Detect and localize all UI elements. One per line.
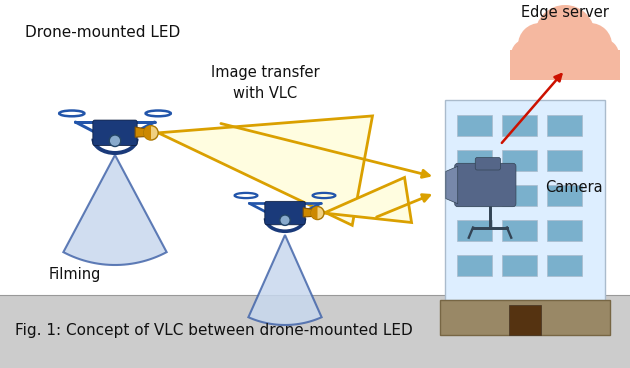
Bar: [445, 100, 605, 300]
Circle shape: [557, 37, 597, 77]
Polygon shape: [158, 116, 372, 225]
Bar: [457, 150, 492, 171]
Circle shape: [280, 215, 290, 225]
Bar: [547, 115, 582, 136]
Text: Image transfer
with VLC: Image transfer with VLC: [210, 65, 319, 101]
Polygon shape: [303, 208, 315, 217]
Bar: [457, 220, 492, 241]
Bar: [509, 305, 541, 335]
Polygon shape: [64, 155, 167, 265]
Polygon shape: [248, 235, 321, 325]
Circle shape: [311, 206, 324, 220]
Polygon shape: [324, 177, 411, 223]
FancyBboxPatch shape: [93, 120, 137, 146]
Circle shape: [568, 23, 612, 67]
Bar: [502, 150, 537, 171]
Bar: [502, 220, 537, 241]
Circle shape: [511, 39, 543, 71]
Circle shape: [587, 39, 619, 71]
Bar: [502, 185, 537, 206]
Bar: [547, 220, 582, 241]
Circle shape: [109, 135, 121, 146]
Text: Fig. 1: Concept of VLC between drone-mounted LED: Fig. 1: Concept of VLC between drone-mou…: [15, 322, 413, 337]
Text: Drone-mounted LED: Drone-mounted LED: [25, 25, 180, 40]
Bar: [547, 185, 582, 206]
Bar: [502, 255, 537, 276]
Bar: [502, 115, 537, 136]
Wedge shape: [144, 125, 151, 140]
Bar: [440, 300, 610, 335]
Text: Camera: Camera: [545, 180, 603, 195]
Bar: [457, 185, 492, 206]
Bar: [457, 115, 492, 136]
Bar: [457, 255, 492, 276]
Circle shape: [144, 125, 158, 140]
Bar: [510, 50, 620, 80]
Text: Filming: Filming: [49, 268, 101, 283]
Bar: [0, 295, 630, 368]
FancyBboxPatch shape: [265, 201, 305, 225]
Circle shape: [535, 5, 595, 65]
FancyBboxPatch shape: [475, 158, 500, 170]
Bar: [547, 255, 582, 276]
Circle shape: [518, 23, 562, 67]
Text: Edge server: Edge server: [521, 5, 609, 20]
Polygon shape: [446, 166, 458, 204]
Bar: [547, 150, 582, 171]
Polygon shape: [135, 127, 148, 137]
FancyBboxPatch shape: [455, 163, 516, 207]
Circle shape: [533, 37, 573, 77]
Wedge shape: [311, 206, 318, 220]
